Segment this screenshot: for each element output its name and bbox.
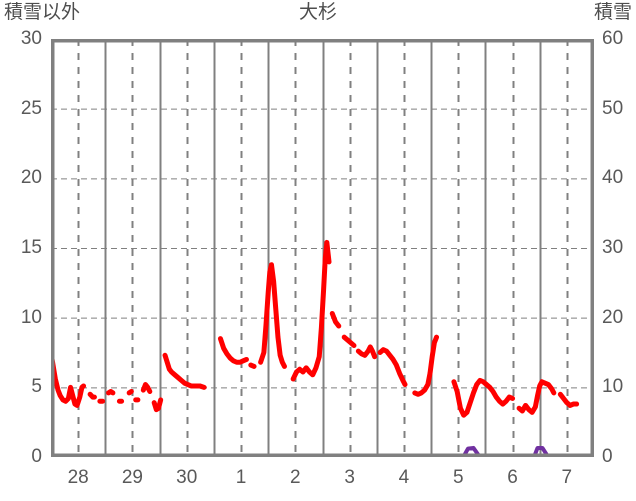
y-axis-left-tick-5: 5 <box>31 376 42 398</box>
x-axis-tick-4: 4 <box>398 467 410 488</box>
x-axis-tick-6: 6 <box>507 467 518 488</box>
y-axis-right-tick-40: 40 <box>602 167 624 189</box>
x-axis-tick-2: 2 <box>290 467 301 488</box>
plot-svg <box>51 39 594 457</box>
right-axis-title: 積雪 <box>593 2 632 23</box>
y-axis-right-tick-10: 10 <box>602 376 624 398</box>
left-axis-title: 積雪以外 <box>4 2 81 23</box>
y-axis-left-tick-25: 25 <box>20 97 42 119</box>
y-axis-right-tick-0: 0 <box>602 446 613 467</box>
y-axis-right-tick-50: 50 <box>602 97 624 119</box>
x-axis-tick-29: 29 <box>121 467 143 488</box>
x-axis-tick-28: 28 <box>67 467 89 488</box>
x-axis-tick-1: 1 <box>235 467 247 488</box>
x-axis-tick-7: 7 <box>561 467 573 488</box>
x-axis-tick-30: 30 <box>176 467 198 488</box>
plot-area <box>51 39 594 457</box>
y-axis-left-tick-10: 10 <box>20 306 42 328</box>
x-axis-tick-5: 5 <box>452 467 464 488</box>
y-axis-left-tick-15: 15 <box>20 237 42 258</box>
y-axis-left-tick-30: 30 <box>20 28 42 49</box>
chart-title: 大杉 <box>298 2 337 23</box>
y-axis-right-tick-20: 20 <box>602 306 624 328</box>
y-axis-right-tick-60: 60 <box>602 28 624 49</box>
y-axis-left-tick-0: 0 <box>31 446 42 467</box>
y-axis-right-tick-30: 30 <box>602 237 624 258</box>
x-axis-tick-3: 3 <box>344 467 355 488</box>
y-axis-left-tick-20: 20 <box>20 167 42 189</box>
